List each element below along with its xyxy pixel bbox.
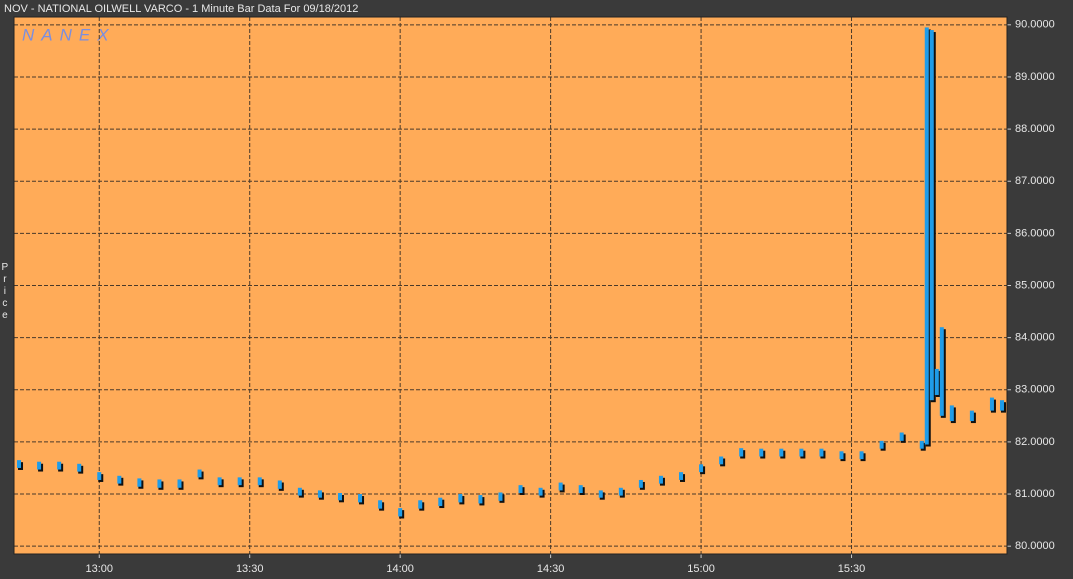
- bar: [77, 463, 82, 472]
- bar: [197, 469, 202, 478]
- bar: [137, 478, 142, 487]
- x-tick-label: 15:30: [838, 563, 866, 575]
- y-tick-label: 80.0000: [1015, 540, 1055, 552]
- bar: [518, 485, 523, 494]
- bar: [929, 30, 934, 401]
- bar: [358, 494, 363, 503]
- bar: [779, 448, 784, 457]
- y-tick-label: 83.0000: [1015, 384, 1055, 396]
- bar: [418, 500, 423, 509]
- watermark: NANEX: [22, 25, 116, 44]
- bar: [538, 487, 543, 496]
- bar: [598, 490, 603, 498]
- y-tick-label: 86.0000: [1015, 227, 1055, 239]
- bar: [819, 448, 824, 457]
- bar: [117, 475, 122, 484]
- bar: [398, 508, 403, 517]
- bar: [438, 497, 443, 507]
- y-axis-label: Price: [0, 262, 10, 322]
- bar: [498, 492, 503, 501]
- x-tick-label: 13:00: [85, 563, 113, 575]
- bar: [934, 368, 939, 395]
- bar: [558, 482, 563, 491]
- bar: [699, 464, 704, 473]
- bar: [739, 448, 744, 457]
- bar: [949, 405, 954, 422]
- bar: [337, 493, 342, 501]
- bar: [658, 475, 663, 484]
- bar: [859, 451, 864, 460]
- bar: [237, 477, 242, 486]
- x-tick-label: 13:30: [236, 563, 264, 575]
- x-tick-label: 14:30: [537, 563, 565, 575]
- y-tick-label: 89.0000: [1015, 71, 1055, 83]
- y-tick-label: 88.0000: [1015, 123, 1055, 135]
- y-tick-label: 90.0000: [1015, 19, 1055, 31]
- bar: [879, 440, 884, 449]
- bar: [458, 494, 463, 503]
- bar: [217, 477, 222, 486]
- bar: [989, 397, 994, 411]
- y-tick-label: 85.0000: [1015, 279, 1055, 291]
- bar: [317, 490, 322, 498]
- bar: [478, 495, 483, 504]
- bar: [839, 451, 844, 460]
- bar: [924, 27, 929, 445]
- y-tick-label: 81.0000: [1015, 488, 1055, 500]
- plot-border: [13, 16, 1008, 555]
- bar: [618, 487, 623, 496]
- bar: [759, 448, 764, 457]
- bar: [899, 432, 904, 441]
- plot-area: [14, 17, 1007, 554]
- bar: [257, 477, 262, 486]
- y-tick-label: 82.0000: [1015, 436, 1055, 448]
- bar: [277, 480, 282, 489]
- bar: [679, 472, 684, 480]
- bar: [157, 479, 162, 488]
- bar: [17, 460, 22, 468]
- bar: [37, 461, 42, 470]
- bar: [999, 400, 1004, 411]
- bar: [177, 479, 182, 488]
- bar: [578, 485, 583, 494]
- bar: [97, 472, 102, 480]
- bar: [719, 456, 724, 465]
- bar: [939, 327, 944, 416]
- bar: [919, 440, 924, 449]
- bar: [638, 479, 643, 488]
- chart-title: NOV - NATIONAL OILWELL VARCO - 1 Minute …: [4, 3, 358, 15]
- bar: [57, 461, 62, 470]
- x-tick-label: 14:00: [386, 563, 414, 575]
- x-tick-label: 15:00: [687, 563, 715, 575]
- y-tick-label: 84.0000: [1015, 332, 1055, 344]
- bar: [799, 448, 804, 457]
- bar: [969, 410, 974, 422]
- bar: [378, 500, 383, 509]
- y-tick-label: 87.0000: [1015, 175, 1055, 187]
- bar: [297, 487, 302, 496]
